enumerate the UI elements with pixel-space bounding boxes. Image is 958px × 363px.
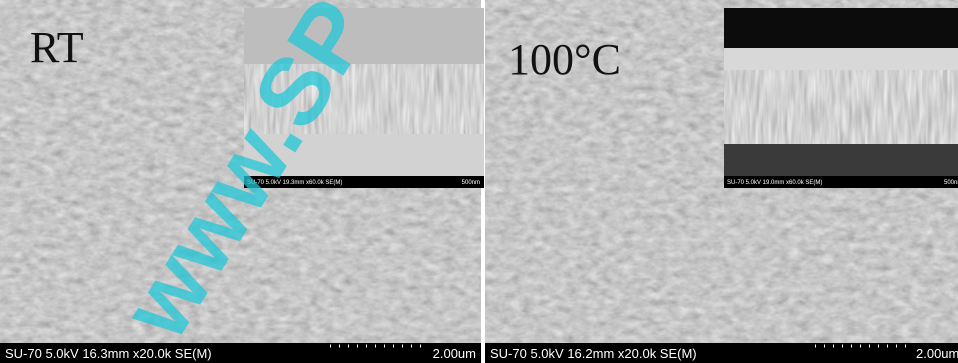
page: SU-70 5.0kV 16.3mm x20.0k SE(M) 2.00um R…: [0, 0, 958, 363]
scale-label: 2.00um: [433, 346, 476, 361]
inset: SU-70 5.0kV 19.0mm x60.0k SE(M) 500nm: [724, 8, 958, 188]
scale-label: 2.00um: [916, 346, 958, 361]
inset-scale: 500nm: [944, 180, 958, 186]
inset-film: [724, 70, 958, 144]
panel-label: 100°C: [508, 35, 621, 84]
inset-surface: [724, 48, 958, 70]
inset-footer: SU-70 5.0kV 19.0mm x60.0k SE(M): [727, 180, 822, 186]
panel-label: RT: [30, 23, 84, 72]
sem-footer: SU-70 5.0kV 16.2mm x20.0k SE(M): [490, 346, 697, 361]
figure: SU-70 5.0kV 16.3mm x20.0k SE(M) 2.00um R…: [0, 0, 958, 363]
inset-substrate: [724, 144, 958, 176]
inset-scale: 500nm: [462, 180, 480, 186]
inset-background: [724, 8, 958, 48]
